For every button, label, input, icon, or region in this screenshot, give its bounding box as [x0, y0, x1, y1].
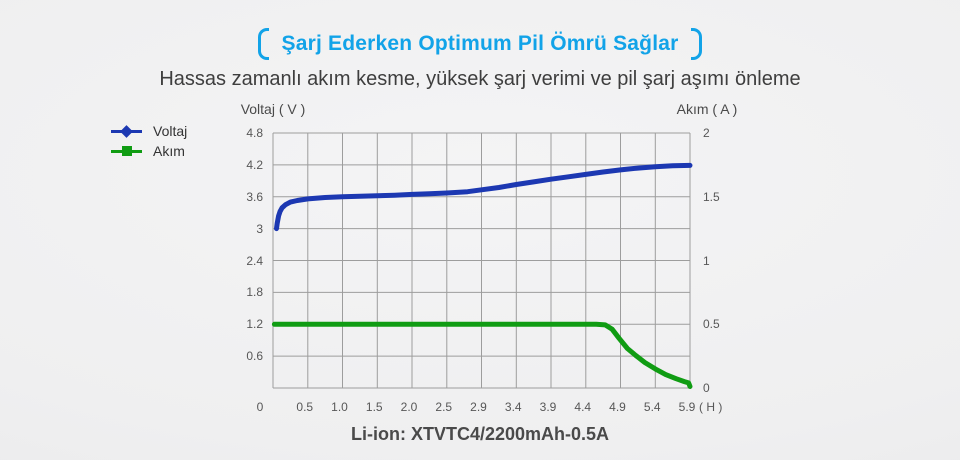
left-axis-tick-label: 0.6 — [246, 349, 263, 364]
legend-item-voltaj: Voltaj — [111, 121, 187, 141]
legend-label-akim: Akım — [153, 143, 185, 159]
title-bracket-left-icon — [257, 28, 269, 60]
right-axis-tick-label: 0.5 — [703, 317, 720, 332]
chart-plot-area: 0 0.5 1.0 1.5 2.0 2.5 2.9 3.4 3.9 4.4 4.9 5.4 5.9( H… — [246, 126, 722, 414]
right-axis-tick-label: 2 — [703, 126, 710, 140]
x-tick-label: 4.9 — [609, 400, 626, 414]
x-tick-label: 1.0 — [331, 400, 348, 414]
right-axis-tick-label: 1 — [703, 253, 710, 268]
chart-canvas — [271, 132, 693, 389]
series-voltaj — [274, 162, 693, 232]
left-axis-tick-label: 3 — [256, 221, 263, 236]
chart-legend: Voltaj Akım — [111, 121, 187, 161]
x-tick-label: 5.9 — [678, 400, 696, 414]
page-title: Şarj Ederken Optimum Pil Ömrü Sağlar — [0, 27, 960, 61]
left-axis-title: Voltaj ( V ) — [240, 101, 306, 117]
x-tick-label: 4.4 — [574, 400, 592, 414]
left-axis-tick-label: 2.4 — [246, 253, 263, 268]
title-bracket-right-icon — [691, 28, 703, 60]
x-tick-label: 3.4 — [504, 400, 522, 414]
x-tick-label: 0.5 — [296, 400, 314, 414]
page-title-text: Şarj Ederken Optimum Pil Ömrü Sağlar — [281, 32, 679, 55]
left-axis-tick-label: 1.8 — [246, 285, 263, 300]
left-axis-tick-label: 1.2 — [246, 317, 263, 332]
right-axis-tick-label: 0 — [703, 381, 710, 395]
x-tick-label: 5.4 — [643, 400, 661, 414]
left-axis-tick-label: 3.6 — [246, 189, 263, 204]
voltage-series-marker-icon — [111, 124, 142, 138]
left-axis-tick-label: 4.2 — [246, 157, 263, 172]
legend-item-akim: Akım — [111, 141, 187, 161]
x-tick-label: 2.9 — [470, 400, 487, 414]
x-axis-unit: ( H ) — [699, 400, 723, 414]
current-series-marker-icon — [111, 145, 142, 158]
x-tick-label: 0 — [256, 400, 264, 414]
series-akım — [271, 321, 693, 389]
x-tick-label: 3.9 — [539, 400, 557, 414]
left-axis-tick-label: 4.8 — [246, 126, 263, 140]
right-axis-tick-label: 1.5 — [703, 189, 720, 204]
right-axis-title: Akım ( A ) — [676, 101, 738, 117]
x-tick-label: 2.5 — [435, 400, 453, 414]
legend-label-voltaj: Voltaj — [153, 123, 188, 139]
x-tick-label: 1.5 — [365, 400, 383, 414]
chart-caption: Li-ion: XTVTC4/2200mAh-0.5A — [350, 424, 610, 444]
x-tick-label: 2.0 — [400, 400, 418, 414]
page-subtitle: Hassas zamanlı akım kesme, yüksek şarj v… — [159, 68, 801, 90]
